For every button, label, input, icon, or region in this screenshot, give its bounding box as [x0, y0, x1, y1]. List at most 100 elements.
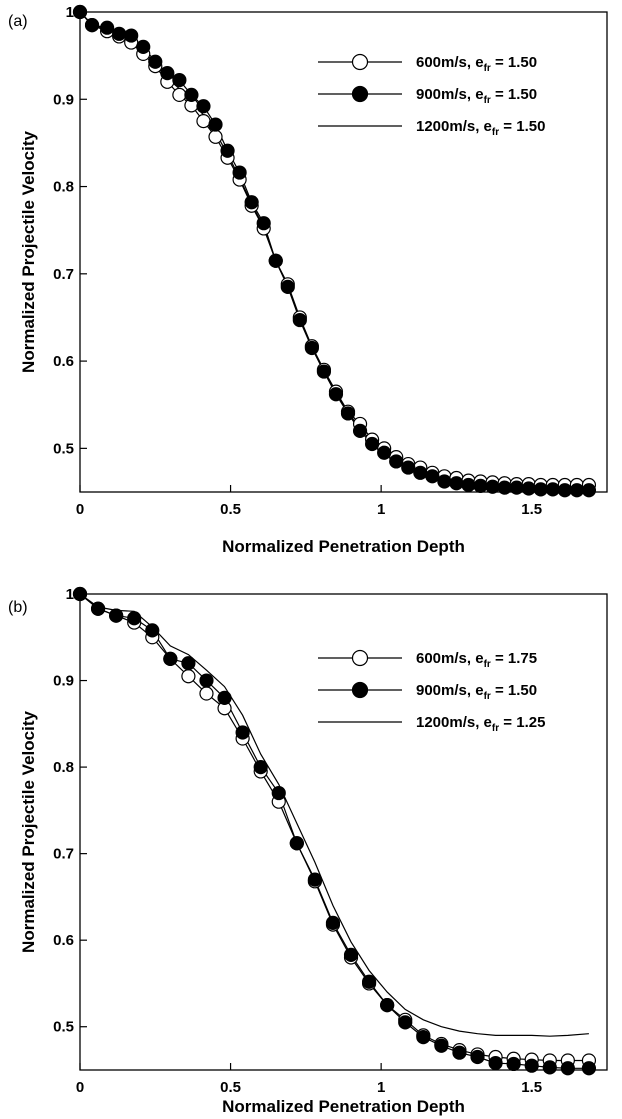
series-1-point	[199, 686, 214, 701]
series-2-point	[389, 454, 404, 469]
series-2-point	[497, 480, 512, 495]
series-2-point	[524, 1058, 539, 1073]
y-tick-label: 0.6	[53, 932, 74, 949]
series-2-point	[425, 469, 440, 484]
series-2-point	[112, 26, 127, 41]
series-2-point	[316, 364, 332, 379]
series-2-point	[127, 611, 142, 626]
series-2-point	[72, 586, 88, 602]
series-2-point	[437, 474, 452, 489]
series-2-point	[461, 477, 476, 493]
x-tick-label: 1.5	[521, 501, 542, 518]
series-2-point	[434, 1038, 449, 1053]
series-2-point	[449, 476, 464, 491]
series-2-point	[244, 195, 259, 210]
series-2-point	[398, 1015, 413, 1030]
series-2-point	[232, 165, 247, 180]
y-tick-label: 1	[66, 4, 74, 21]
series-2-point	[199, 673, 214, 688]
series-1-point	[181, 669, 196, 684]
legend-label-3: 1200m/s, efr = 1.50	[416, 118, 545, 138]
y-tick-label: 1	[66, 586, 74, 603]
series-line-1	[79, 11, 589, 486]
series-2-point	[533, 482, 548, 497]
series-2-point	[416, 1030, 431, 1045]
legend-label-2: 900m/s, efr = 1.50	[416, 682, 537, 702]
y-tick-label: 0.5	[53, 440, 74, 457]
series-2-point	[352, 423, 368, 439]
series-2-point	[280, 279, 295, 295]
series-2-point	[84, 17, 100, 33]
series-2-point	[365, 436, 380, 452]
series-2-point	[253, 759, 268, 775]
plot-frame	[79, 593, 608, 1071]
y-tick-label: 0.7	[53, 846, 74, 863]
legend-marker-1	[351, 53, 369, 71]
x-tick-label: 0.5	[220, 1079, 241, 1096]
series-2-point	[560, 1061, 575, 1076]
series-2-point	[413, 465, 428, 480]
x-tick-label: 1	[377, 1079, 385, 1096]
series-2-point	[100, 20, 115, 35]
series-2-point	[160, 65, 175, 81]
legend-marker-1	[351, 649, 369, 667]
y-tick-label: 0.5	[53, 1019, 74, 1036]
y-axis-title: Normalized Projectile Velocity	[19, 131, 38, 373]
series-2-point	[90, 601, 106, 616]
plot-frame	[79, 11, 608, 493]
series-line-3	[79, 593, 589, 1037]
x-axis-title: Normalized Penetration Depth	[222, 537, 465, 556]
series-2-point	[401, 460, 416, 475]
series-2-point	[163, 651, 178, 667]
series-2-point	[473, 478, 488, 493]
y-tick-label: 0.8	[53, 179, 74, 196]
series-2-point	[506, 1056, 521, 1072]
series-2-point	[304, 340, 319, 356]
series-2-point	[181, 656, 196, 671]
series-2-point	[184, 87, 199, 103]
series-2-point	[521, 481, 536, 496]
series-2-point	[328, 387, 344, 402]
series-1-point	[208, 129, 223, 144]
series-2-point	[343, 947, 359, 962]
series-2-point	[581, 1061, 597, 1076]
series-2-point	[377, 445, 392, 460]
x-tick-label: 0.5	[220, 501, 241, 518]
series-2-point	[581, 483, 597, 498]
series-2-point	[340, 406, 356, 421]
series-2-point	[217, 690, 232, 705]
legend-marker-2	[351, 85, 369, 103]
y-tick-label: 0.7	[53, 266, 74, 283]
series-2-point	[208, 117, 223, 132]
series-2-point	[220, 143, 235, 158]
series-2-point	[569, 483, 584, 498]
x-tick-label: 1	[377, 501, 385, 518]
series-2-point	[307, 872, 322, 887]
series-2-point	[124, 28, 139, 43]
series-2-point	[470, 1049, 485, 1065]
series-1-point	[196, 113, 211, 129]
series-2-point	[145, 623, 160, 638]
series-2-point	[557, 483, 572, 498]
series-2-point	[256, 216, 271, 231]
legend-label-1: 600m/s, efr = 1.75	[416, 650, 537, 670]
series-2-point	[109, 608, 124, 623]
legend-label-2: 900m/s, efr = 1.50	[416, 86, 537, 106]
series-2-point	[361, 974, 377, 989]
x-tick-label: 1.5	[521, 1079, 542, 1096]
series-2-point	[545, 482, 560, 497]
series-2-point	[289, 836, 304, 851]
x-axis-title: Normalized Penetration Depth	[222, 1097, 465, 1116]
series-2-point	[325, 915, 341, 930]
series-2-point	[72, 4, 88, 20]
panel-a: (a) 0 0.5 1 1.5 1 0.9 0.8 0.7 0.6 0.5 Normalized Pe…	[8, 4, 608, 556]
series-line-3	[79, 11, 589, 489]
series-2-point	[172, 72, 187, 88]
series-2-point	[136, 39, 151, 55]
series-2-point	[235, 725, 250, 740]
series-2-point	[509, 480, 524, 495]
series-2-point	[452, 1045, 467, 1060]
panel-label: (a)	[8, 13, 28, 30]
series-2-point	[292, 312, 307, 328]
